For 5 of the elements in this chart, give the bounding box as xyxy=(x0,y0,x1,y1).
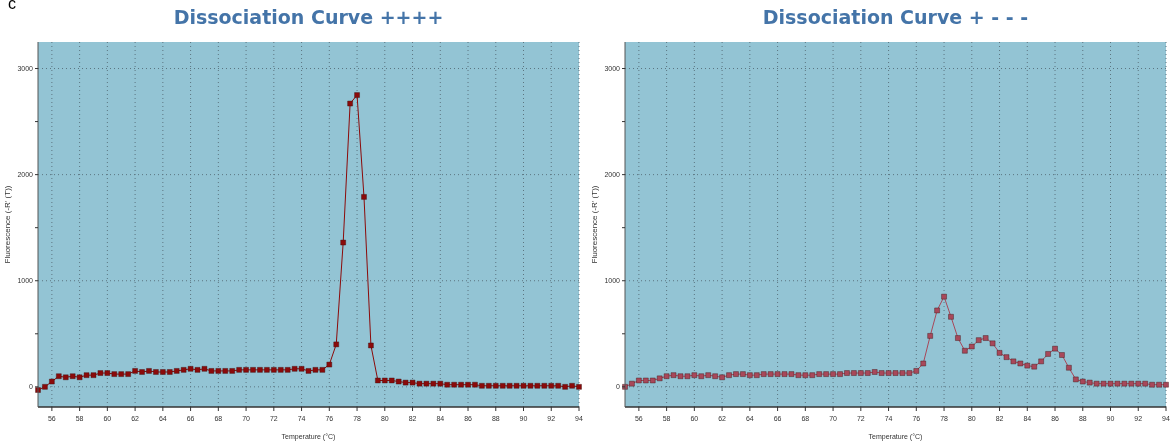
y-axis-title: Fluorescence (-R' (T)) xyxy=(3,185,12,264)
y-axis-title: Fluorescence (-R' (T)) xyxy=(590,185,599,264)
chart-title: Dissociation Curve ++++ xyxy=(173,6,444,28)
chart-title: Dissociation Curve + - - - xyxy=(762,6,1029,28)
text: c xyxy=(8,0,16,12)
